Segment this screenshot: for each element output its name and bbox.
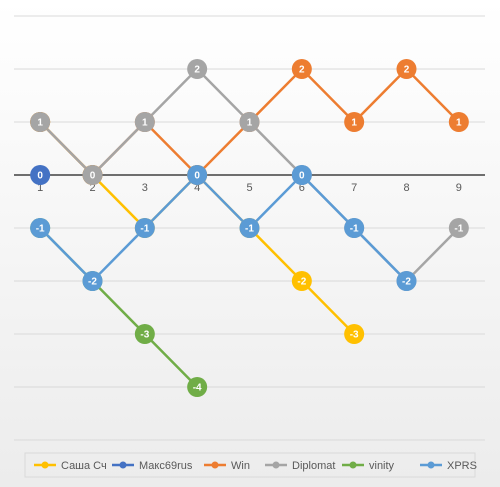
data-label: -2 — [297, 277, 306, 288]
data-label: -3 — [140, 330, 149, 341]
point-marker — [344, 112, 365, 132]
point-marker — [134, 324, 155, 344]
data-label: -4 — [193, 383, 202, 394]
point-marker — [291, 271, 312, 291]
point-marker — [30, 165, 51, 185]
legend-marker — [119, 461, 127, 469]
data-label: -1 — [454, 224, 463, 235]
x-tick-label: 3 — [142, 182, 148, 194]
point-marker — [344, 218, 365, 238]
point-marker — [187, 377, 208, 397]
point-marker — [396, 271, 417, 291]
x-tick-label: 1 — [37, 182, 43, 194]
data-label: 1 — [456, 118, 462, 129]
data-label: 0 — [90, 171, 96, 182]
point-marker — [344, 324, 365, 344]
data-label: -2 — [88, 277, 97, 288]
point-marker — [134, 112, 155, 132]
data-label: -1 — [245, 224, 254, 235]
x-tick-label: 9 — [456, 182, 462, 194]
data-label: 2 — [404, 65, 410, 76]
point-marker — [239, 112, 260, 132]
x-tick-label: 4 — [194, 182, 200, 194]
data-label: 1 — [247, 118, 253, 129]
data-label: -1 — [140, 224, 149, 235]
legend-label: vinity — [369, 460, 395, 472]
point-marker — [187, 59, 208, 79]
point-marker — [396, 59, 417, 79]
point-marker — [448, 218, 469, 238]
legend-label: Макс69rus — [139, 460, 193, 472]
legend-marker — [211, 461, 219, 469]
point-marker — [82, 271, 103, 291]
data-label: 0 — [299, 171, 305, 182]
data-label: 2 — [299, 65, 305, 76]
point-marker — [30, 112, 51, 132]
point-marker — [187, 165, 208, 185]
data-label: 1 — [142, 118, 148, 129]
point-marker — [134, 218, 155, 238]
x-tick-label: 5 — [246, 182, 252, 194]
series-line — [39, 173, 408, 283]
x-tick-label: 6 — [299, 182, 305, 194]
data-label: 0 — [37, 171, 43, 182]
legend-label: Diplomat — [292, 460, 335, 472]
legend-marker — [41, 461, 49, 469]
data-label: -3 — [350, 330, 359, 341]
data-label: 1 — [37, 118, 43, 129]
point-marker — [82, 165, 103, 185]
legend-marker — [349, 461, 357, 469]
x-tick-label: 2 — [89, 182, 95, 194]
data-label: -1 — [350, 224, 359, 235]
legend-label: Саша Сч — [61, 460, 107, 472]
data-label: 2 — [194, 65, 200, 76]
data-label: -1 — [36, 224, 45, 235]
point-marker — [291, 165, 312, 185]
legend-label: XPRS — [447, 460, 477, 472]
legend-label: Win — [231, 460, 250, 472]
data-label: -2 — [402, 277, 411, 288]
x-tick-label: 8 — [403, 182, 409, 194]
legend-marker — [427, 461, 435, 469]
point-marker — [30, 218, 51, 238]
point-marker — [448, 112, 469, 132]
data-label: 0 — [194, 171, 200, 182]
point-marker — [291, 59, 312, 79]
legend-marker — [272, 461, 280, 469]
data-label: 1 — [351, 118, 357, 129]
point-marker — [239, 218, 260, 238]
x-tick-label: 7 — [351, 182, 357, 194]
legend-box — [24, 452, 476, 478]
